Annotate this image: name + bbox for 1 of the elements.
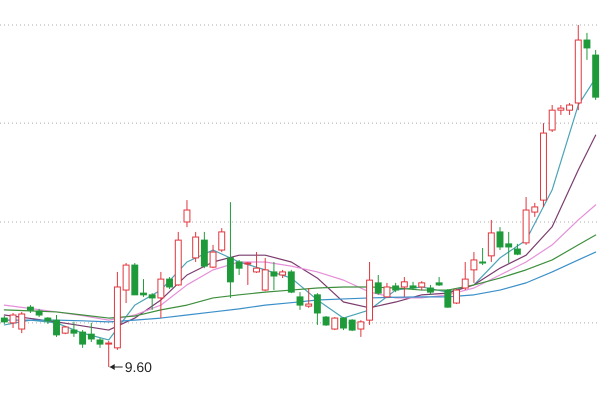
annotation: 9.60	[124, 359, 152, 375]
